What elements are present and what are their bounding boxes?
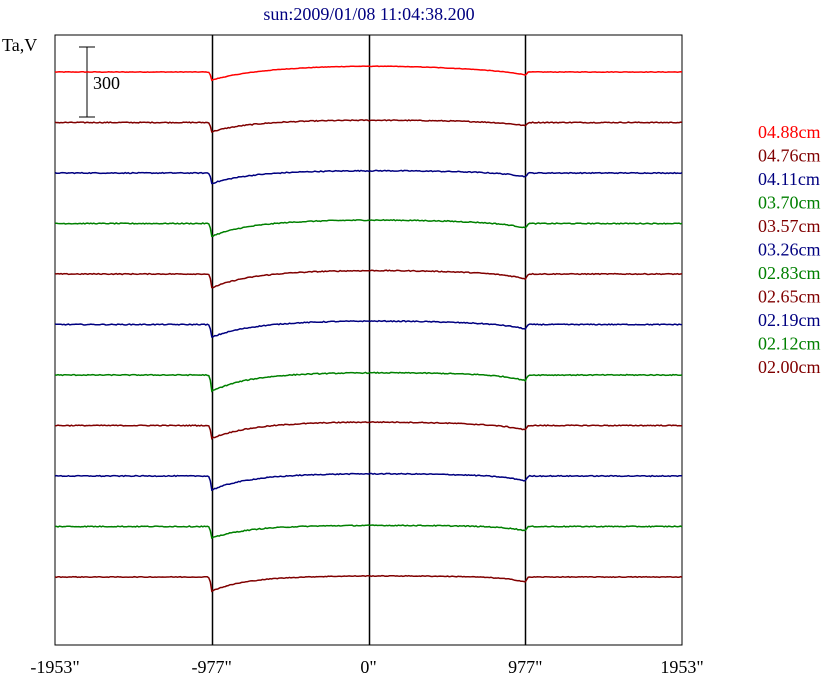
series-line xyxy=(54,371,683,393)
chart-title: sun:2009/01/08 11:04:38.200 xyxy=(263,4,474,24)
x-tick-label: 1953" xyxy=(660,657,703,677)
series-line xyxy=(54,119,683,133)
scale-bar-label: 300 xyxy=(93,73,120,93)
plot-frame xyxy=(54,34,683,646)
legend-entry: 03.26cm xyxy=(758,240,821,260)
legend-entry: 04.88cm xyxy=(758,122,821,142)
y-axis-label: Ta,V xyxy=(2,35,37,55)
legend-entry: 04.76cm xyxy=(758,146,821,166)
scale-bar: 300 xyxy=(79,46,120,118)
series-line xyxy=(54,65,683,82)
legend: 04.88cm 04.76cm 04.11cm 03.70cm 03.57cm 03.26… xyxy=(758,122,821,377)
series-line xyxy=(54,169,683,185)
series-line xyxy=(54,574,683,593)
series-line xyxy=(54,420,682,440)
x-tick-label: 0" xyxy=(360,657,376,677)
legend-entry: 03.70cm xyxy=(758,193,821,213)
limb-markers xyxy=(211,35,527,645)
series-line xyxy=(54,319,683,338)
series-line xyxy=(54,472,683,492)
legend-entry: 02.00cm xyxy=(758,357,821,377)
series-line xyxy=(54,218,683,238)
legend-entry: 04.11cm xyxy=(758,169,820,189)
legend-entry: 02.12cm xyxy=(758,334,821,354)
legend-entry: 02.65cm xyxy=(758,287,821,307)
series-line xyxy=(54,269,683,289)
legend-entry: 03.57cm xyxy=(758,216,821,236)
series-line xyxy=(55,524,683,540)
x-tick-label: -977" xyxy=(191,657,231,677)
legend-entry: 02.83cm xyxy=(758,263,821,283)
x-tick-label: 977" xyxy=(508,657,542,677)
x-axis-ticks: -1953" -977" 0" 977" 1953" xyxy=(30,657,703,677)
series-traces xyxy=(54,65,683,593)
legend-entry: 02.19cm xyxy=(758,310,821,330)
x-tick-label: -1953" xyxy=(30,657,79,677)
